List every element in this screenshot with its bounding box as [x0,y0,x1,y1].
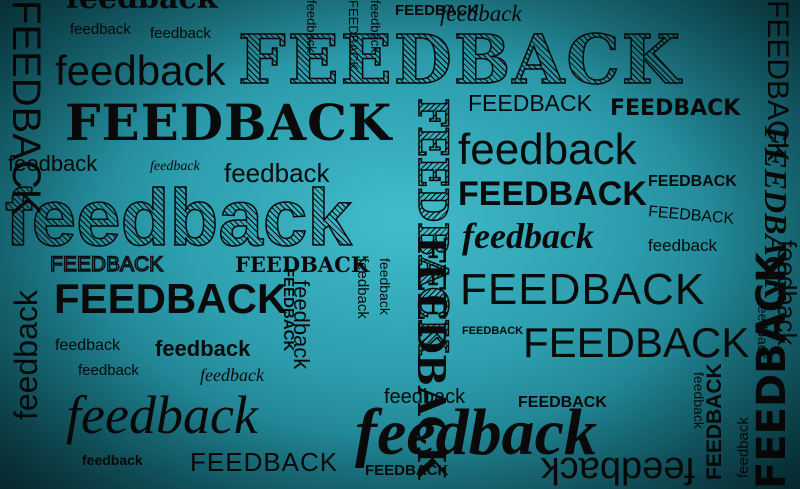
word-feedback-upside-down: feedback [540,449,695,489]
word-feedback-hatched-large: feedback [4,173,352,262]
word-feedback-script-large: feedback [66,385,258,445]
word-feedback-vertical-br-2: FEEDBACK [703,363,726,480]
word-vertical-narrow-2: feedback [354,258,371,319]
word-headline-feedback: FEEDBACK [237,20,682,99]
word-feedback-small-right: FEEDBACK [648,173,737,190]
word-feedback-tiny-centre: FEEDBACK [462,325,524,337]
word-left-medium: feedback [8,151,98,176]
word-top-cut: feedback [66,0,218,14]
word-feedback-serif-centre: FEEDBACK [235,252,370,277]
word-feedback-italic-mid: feedback [200,365,264,385]
word-feedback-bold-mid: feedback [155,336,251,361]
word-vertical-top-small-3: feedback [368,0,383,53]
word-feedback-bottom-left: feedback [82,452,143,468]
word-feedback-right-slanted: FEEDBACK [647,203,735,228]
word-feedback-bottom-mid: feedback [384,386,466,408]
word-feedback-mid-right: FEEDBACK [468,90,592,116]
word-feedback-vertical-br-5: feedback [772,240,800,346]
word-feedback-left-lower: feedback [78,362,139,379]
word-feedback-outline-left: FEEDBACK [49,253,164,276]
word-top-left-1: feedback [70,21,131,38]
word-top-feedback-small: FEEDBACK [395,2,479,19]
word-feedback-bottom-outline: FEEDBACK [190,447,339,477]
word-feedback-bold-centre: FEEDBACK [458,175,647,213]
word-feedback-brush: FEEDBACK [65,93,393,152]
word-vertical-left-column: feedback [8,290,44,420]
word-feedback-left-mid: feedback [55,337,120,354]
word-vertical-top-small-1: feedback [304,0,319,53]
word-vertical-top-small-2: FEEDBACK [346,0,361,71]
word-top-left-2: feedback [150,25,211,42]
word-feedback-script-huge: feedback [355,396,597,469]
word-feedback-vertical-br-6: feedback [755,302,771,359]
word-feedback-bottom-small: FEEDBACK [365,462,449,479]
word-feedback-italic-centre: feedback [462,216,594,256]
word-left-large: feedback [55,47,226,94]
word-feedback-bold-left: FEEDBACK [54,275,288,322]
word-feedback-right-small: feedback [648,236,717,255]
word-feedback-large-right: FEEDBACK [523,319,750,366]
word-vertical-narrow-3: feedback [377,258,393,315]
word-feedback-thin-sketch: FEEDBACK [460,265,706,314]
word-script-right: feedback [458,125,637,174]
word-mid-sketch: feedback [224,158,330,188]
word-feedback-bold-right: FEEDBACK [610,96,741,121]
word-top-right: feedback [440,1,522,26]
word-left-small-serif: feedback [150,159,200,174]
word-feedback-bottom-bold: FEEDBACK [518,394,607,411]
